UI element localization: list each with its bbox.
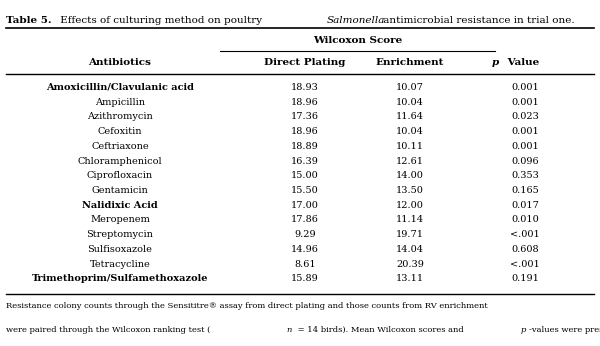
Text: Tetracycline: Tetracycline — [89, 260, 151, 268]
Text: Cefoxitin: Cefoxitin — [98, 127, 142, 136]
Text: 12.00: 12.00 — [396, 201, 424, 210]
Text: 0.096: 0.096 — [511, 157, 539, 166]
Text: 0.010: 0.010 — [511, 216, 539, 225]
Text: 10.04: 10.04 — [396, 98, 424, 107]
Text: 12.61: 12.61 — [396, 157, 424, 166]
Text: Streptomycin: Streptomycin — [86, 230, 154, 239]
Text: Azithromycin: Azithromycin — [87, 112, 153, 121]
Text: Antibiotics: Antibiotics — [89, 58, 151, 67]
Text: Table 5.: Table 5. — [6, 16, 52, 25]
Text: Amoxicillin/Clavulanic acid: Amoxicillin/Clavulanic acid — [46, 83, 194, 92]
Text: Gentamicin: Gentamicin — [92, 186, 148, 195]
Text: Meropenem: Meropenem — [90, 216, 150, 225]
Text: Salmonella: Salmonella — [327, 16, 385, 25]
Text: -values were presented.: -values were presented. — [529, 326, 600, 334]
Text: 20.39: 20.39 — [396, 260, 424, 268]
Text: 10.04: 10.04 — [396, 127, 424, 136]
Text: 17.86: 17.86 — [291, 216, 319, 225]
Text: 18.89: 18.89 — [291, 142, 319, 151]
Text: were paired through the Wilcoxon ranking test (: were paired through the Wilcoxon ranking… — [6, 326, 211, 334]
Text: 0.023: 0.023 — [511, 112, 539, 121]
Text: Trimethoprim/Sulfamethoxazole: Trimethoprim/Sulfamethoxazole — [32, 274, 208, 283]
Text: 0.017: 0.017 — [511, 201, 539, 210]
Text: = 14 birds). Mean Wilcoxon scores and: = 14 birds). Mean Wilcoxon scores and — [295, 326, 466, 334]
Text: 18.96: 18.96 — [291, 98, 319, 107]
Text: p: p — [521, 326, 526, 334]
Text: Chloramphenicol: Chloramphenicol — [77, 157, 163, 166]
Text: 19.71: 19.71 — [396, 230, 424, 239]
Text: Ampicillin: Ampicillin — [95, 98, 145, 107]
Text: Resistance colony counts through the Sensititre® assay from direct plating and t: Resistance colony counts through the Sen… — [6, 302, 488, 310]
Text: p: p — [492, 58, 499, 67]
Text: 17.00: 17.00 — [291, 201, 319, 210]
Text: Ceftriaxone: Ceftriaxone — [91, 142, 149, 151]
Text: 0.608: 0.608 — [511, 245, 539, 254]
Text: 14.04: 14.04 — [396, 245, 424, 254]
Text: n: n — [286, 326, 292, 334]
Text: 16.39: 16.39 — [291, 157, 319, 166]
Text: 0.001: 0.001 — [511, 98, 539, 107]
Text: Nalidixic Acid: Nalidixic Acid — [82, 201, 158, 210]
Text: 15.89: 15.89 — [291, 274, 319, 283]
Text: Value: Value — [504, 58, 539, 67]
Text: 0.165: 0.165 — [511, 186, 539, 195]
Text: 18.96: 18.96 — [291, 127, 319, 136]
Text: 13.11: 13.11 — [396, 274, 424, 283]
Text: 0.001: 0.001 — [511, 142, 539, 151]
Text: 10.11: 10.11 — [396, 142, 424, 151]
Text: <.001: <.001 — [510, 230, 540, 239]
Text: Wilcoxon Score: Wilcoxon Score — [313, 36, 402, 45]
Text: 14.96: 14.96 — [291, 245, 319, 254]
Text: 10.07: 10.07 — [396, 83, 424, 92]
Text: 14.00: 14.00 — [396, 171, 424, 180]
Text: 0.353: 0.353 — [511, 171, 539, 180]
Text: 11.64: 11.64 — [396, 112, 424, 121]
Text: 17.36: 17.36 — [291, 112, 319, 121]
Text: antimicrobial resistance in trial one.: antimicrobial resistance in trial one. — [380, 16, 575, 25]
Text: 18.93: 18.93 — [291, 83, 319, 92]
Text: 15.00: 15.00 — [291, 171, 319, 180]
Text: Enrichment: Enrichment — [376, 58, 444, 67]
Text: 0.191: 0.191 — [511, 274, 539, 283]
Text: 0.001: 0.001 — [511, 83, 539, 92]
Text: <.001: <.001 — [510, 260, 540, 268]
Text: 15.50: 15.50 — [291, 186, 319, 195]
Text: 13.50: 13.50 — [396, 186, 424, 195]
Text: 9.29: 9.29 — [294, 230, 316, 239]
Text: Effects of culturing method on poultry: Effects of culturing method on poultry — [57, 16, 265, 25]
Text: Direct Plating: Direct Plating — [265, 58, 346, 67]
Text: Sulfisoxazole: Sulfisoxazole — [88, 245, 152, 254]
Text: Ciprofloxacin: Ciprofloxacin — [87, 171, 153, 180]
Text: 11.14: 11.14 — [396, 216, 424, 225]
Text: 0.001: 0.001 — [511, 127, 539, 136]
Text: 8.61: 8.61 — [294, 260, 316, 268]
